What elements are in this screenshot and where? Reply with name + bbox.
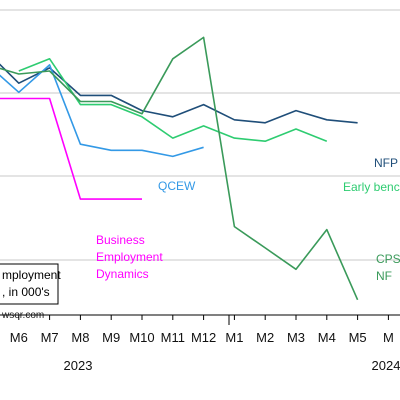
x-tick-label: M9: [102, 330, 120, 345]
note-box: [0, 263, 59, 305]
note-line-1: mployment: [2, 268, 61, 282]
series-line-cps-nfp: [0, 36, 359, 301]
series-label-bed-line1: Business: [96, 233, 145, 247]
x-tick-label: M5: [349, 330, 367, 345]
series-label-early-bench: Early benc: [343, 180, 400, 194]
x-tick-label: M12: [191, 330, 216, 345]
x-tick-label: M4: [318, 330, 336, 345]
x-tick-label: M2: [256, 330, 274, 345]
series-lines: [0, 36, 359, 301]
note-line-2: , in 000's: [2, 285, 50, 299]
x-tick-label: M11: [161, 330, 185, 345]
series-label-cps-line2: NF: [376, 269, 392, 283]
x-tick-label: M3: [287, 330, 305, 345]
series-label-nfp: NFP: [374, 156, 398, 170]
x-tick-label: M1: [225, 330, 243, 345]
series-label-bed-line2: Employment: [96, 250, 163, 264]
x-tick-label: M8: [71, 330, 89, 345]
series-line-nfp: [0, 63, 358, 124]
series-label-cps-line1: CPS: [376, 252, 400, 266]
x-axis: [0, 314, 400, 325]
x-tick-label: M10: [129, 330, 154, 345]
series-label-qcew: QCEW: [158, 179, 196, 193]
x-tick-label: M7: [41, 330, 59, 345]
x-tick-label: M6: [10, 330, 28, 345]
year-label-2024: 2024: [372, 358, 400, 373]
series-line-business-employment-dynamics: [0, 97, 142, 200]
series-label-bed-line3: Dynamics: [96, 267, 149, 281]
gridlines: [0, 9, 400, 261]
x-tick-labels: M6 M7 M8 M9 M10 M11 M12 M1 M2 M3 M4 M5 M: [10, 330, 394, 345]
series-line-early-bench: [18, 58, 328, 142]
series-line-qcew: [0, 64, 204, 158]
x-tick-label: M: [383, 330, 394, 345]
year-label-2023: 2023: [64, 358, 93, 373]
